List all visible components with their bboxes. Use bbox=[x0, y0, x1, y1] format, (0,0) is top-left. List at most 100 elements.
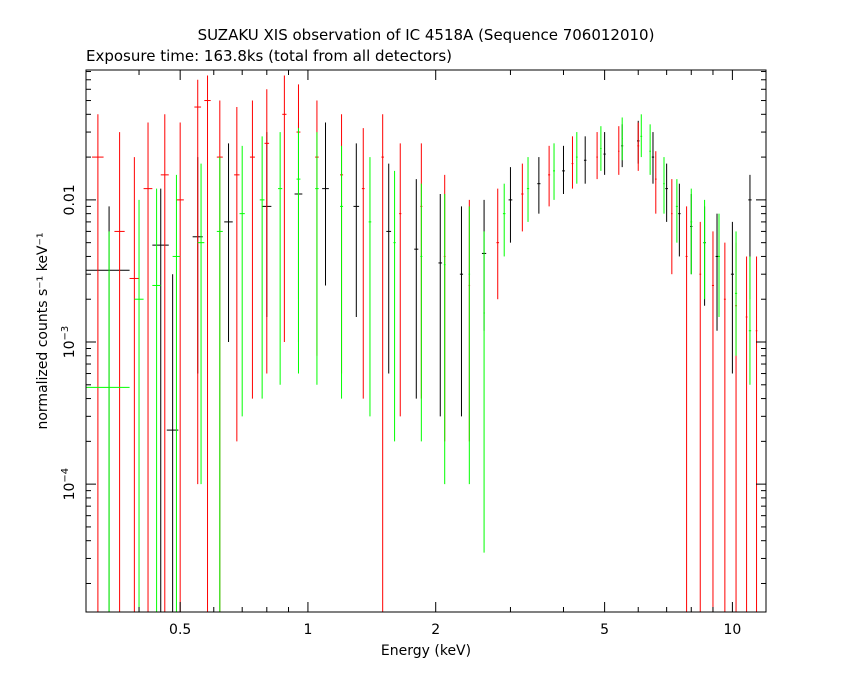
data-point bbox=[152, 188, 169, 612]
data-point bbox=[640, 114, 643, 158]
data-point bbox=[496, 188, 500, 300]
data-marks bbox=[86, 75, 758, 612]
data-point bbox=[526, 157, 530, 222]
data-point bbox=[649, 124, 651, 175]
data-point bbox=[443, 193, 446, 485]
chart-title: SUZAKU XIS observation of IC 4518A (Sequ… bbox=[197, 26, 655, 44]
data-point bbox=[92, 114, 104, 612]
data-point bbox=[596, 132, 598, 180]
y-tick-label: 10−4 bbox=[60, 468, 78, 501]
data-point bbox=[537, 157, 541, 214]
data-point bbox=[353, 143, 360, 317]
x-tick-label: 0.5 bbox=[169, 622, 191, 638]
data-point bbox=[399, 143, 402, 417]
data-point bbox=[459, 206, 464, 417]
data-point bbox=[143, 122, 153, 612]
data-point bbox=[264, 89, 270, 374]
data-point bbox=[699, 221, 702, 612]
data-point bbox=[508, 167, 513, 243]
data-point bbox=[562, 145, 565, 194]
data-point bbox=[690, 188, 693, 275]
x-tick-label: 1 bbox=[303, 622, 312, 638]
data-point bbox=[381, 114, 384, 612]
y-tick-label: 0.01 bbox=[62, 184, 78, 215]
data-point bbox=[216, 157, 223, 612]
x-axis-label: Energy (keV) bbox=[381, 643, 471, 659]
data-point bbox=[685, 206, 688, 612]
data-point bbox=[277, 132, 283, 385]
data-point bbox=[711, 231, 714, 612]
data-point bbox=[176, 122, 184, 612]
data-point bbox=[618, 126, 620, 175]
data-point bbox=[194, 79, 202, 485]
data-point bbox=[249, 100, 255, 399]
chart-subtitle: Exposure time: 163.8ks (total from all d… bbox=[86, 47, 453, 65]
data-point bbox=[234, 107, 240, 442]
data-point bbox=[671, 179, 673, 275]
data-point bbox=[665, 163, 668, 222]
x-tick-label: 2 bbox=[431, 622, 440, 638]
data-point bbox=[621, 117, 623, 161]
data-point bbox=[723, 242, 726, 612]
y-axis-label: normalized counts s⁻¹ keV⁻¹ bbox=[35, 232, 51, 429]
data-point bbox=[734, 231, 738, 356]
data-point bbox=[134, 199, 144, 612]
y-tick-label: 10−3 bbox=[60, 326, 78, 359]
data-point bbox=[748, 256, 752, 385]
data-point bbox=[571, 136, 574, 189]
data-point bbox=[204, 75, 211, 612]
data-point bbox=[438, 193, 443, 417]
data-point bbox=[239, 145, 245, 417]
data-point bbox=[315, 132, 319, 385]
data-point bbox=[651, 132, 655, 184]
series-2 bbox=[92, 75, 758, 612]
data-point bbox=[603, 132, 606, 175]
data-point bbox=[715, 213, 719, 331]
data-point bbox=[224, 143, 233, 343]
data-point bbox=[129, 157, 140, 612]
data-point bbox=[368, 157, 372, 417]
series-3 bbox=[86, 114, 752, 612]
data-point bbox=[703, 199, 706, 300]
data-point bbox=[322, 122, 329, 286]
data-point bbox=[259, 136, 265, 399]
data-point bbox=[675, 179, 678, 243]
plot-frame bbox=[85, 69, 767, 613]
data-point bbox=[637, 122, 640, 171]
data-point bbox=[718, 213, 721, 317]
data-point bbox=[420, 183, 423, 442]
data-point bbox=[172, 174, 181, 612]
data-point bbox=[654, 151, 657, 214]
data-point bbox=[197, 163, 205, 485]
data-point bbox=[502, 183, 506, 257]
data-point bbox=[386, 163, 392, 374]
data-point bbox=[548, 145, 551, 207]
data-point bbox=[730, 221, 734, 374]
data-point bbox=[745, 256, 748, 612]
data-point bbox=[678, 183, 681, 257]
data-point bbox=[483, 231, 485, 553]
data-point bbox=[553, 143, 555, 200]
x-tick-label: 5 bbox=[600, 622, 609, 638]
data-point bbox=[152, 188, 161, 612]
data-point bbox=[414, 179, 419, 399]
data-point bbox=[86, 231, 130, 612]
data-point bbox=[521, 163, 524, 232]
data-point bbox=[114, 132, 125, 612]
data-point bbox=[755, 256, 758, 612]
x-tick-label: 10 bbox=[723, 622, 741, 638]
data-point bbox=[600, 126, 602, 171]
data-point bbox=[663, 157, 665, 214]
data-point bbox=[468, 206, 471, 485]
axis-ticks: 0.5 1 2 5 10 0.01 10−3 10−4 bbox=[60, 70, 766, 638]
data-point bbox=[393, 170, 396, 442]
data-point bbox=[282, 75, 287, 343]
data-point bbox=[583, 136, 587, 184]
data-point bbox=[340, 145, 344, 399]
data-point bbox=[361, 128, 365, 399]
data-point bbox=[86, 206, 130, 612]
series-1 bbox=[86, 120, 752, 612]
data-point bbox=[160, 114, 169, 612]
data-point bbox=[575, 132, 578, 184]
